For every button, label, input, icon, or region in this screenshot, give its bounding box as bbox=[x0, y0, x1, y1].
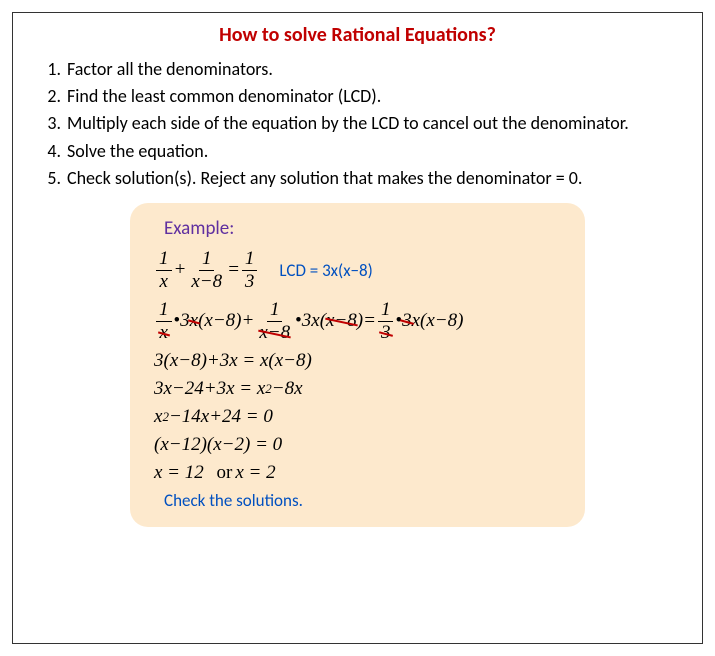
example-label: Example: bbox=[164, 217, 561, 240]
cancel-mark: 3 bbox=[381, 322, 391, 344]
fraction: 1 3 bbox=[242, 248, 258, 293]
cancel-mark: x−8 bbox=[259, 322, 290, 344]
equation-factored: (x−12)(x−2) = 0 bbox=[154, 434, 561, 456]
fraction: 1 x−8 bbox=[256, 299, 293, 344]
fraction: 1 3 bbox=[378, 299, 394, 344]
equation-multiply-lcd: 1 x •3x(x−8) + 1 x−8 •3x(x−8) = 1 3 •3x(… bbox=[154, 299, 561, 344]
fraction: 1 x−8 bbox=[188, 248, 225, 293]
steps-list: 1.Factor all the denominators. 2.Find th… bbox=[31, 57, 684, 191]
cancel-mark: 3 bbox=[402, 310, 412, 332]
step-item: 5.Check solution(s). Reject any solution… bbox=[31, 166, 684, 191]
equation-solutions: x = 12 or x = 2 bbox=[154, 462, 561, 484]
step-item: 3.Multiply each side of the equation by … bbox=[31, 111, 684, 136]
step-text: Multiply each side of the equation by th… bbox=[67, 112, 629, 134]
document-frame: How to solve Rational Equations? 1.Facto… bbox=[12, 12, 703, 644]
equation-standard-form: x2−14x+24 = 0 bbox=[154, 406, 561, 428]
cancel-mark: x bbox=[160, 322, 168, 344]
step-text: Check solution(s). Reject any solution t… bbox=[67, 167, 582, 189]
step-text: Solve the equation. bbox=[67, 140, 208, 162]
cancel-mark: x−8 bbox=[326, 310, 357, 332]
step-text: Find the least common denominator (LCD). bbox=[67, 85, 381, 107]
fraction: 1 x bbox=[156, 299, 172, 344]
check-annotation: Check the solutions. bbox=[164, 490, 561, 511]
step-item: 1.Factor all the denominators. bbox=[31, 57, 684, 82]
cancel-mark: x bbox=[190, 310, 198, 332]
example-box: Example: 1 x + 1 x−8 = 1 3 LCD = 3x(x−8)… bbox=[130, 203, 585, 527]
step-item: 4.Solve the equation. bbox=[31, 139, 684, 164]
equation-original: 1 x + 1 x−8 = 1 3 LCD = 3x(x−8) bbox=[154, 248, 561, 293]
step-text: Factor all the denominators. bbox=[67, 58, 273, 80]
page-title: How to solve Rational Equations? bbox=[31, 23, 684, 47]
equation-simplified: 3(x−8)+3x = x(x−8) bbox=[154, 350, 561, 372]
equation-expanded: 3x−24+3x = x2−8x bbox=[154, 378, 561, 400]
fraction: 1 x bbox=[156, 248, 172, 293]
step-item: 2.Find the least common denominator (LCD… bbox=[31, 84, 684, 109]
lcd-annotation: LCD = 3x(x−8) bbox=[279, 260, 372, 281]
